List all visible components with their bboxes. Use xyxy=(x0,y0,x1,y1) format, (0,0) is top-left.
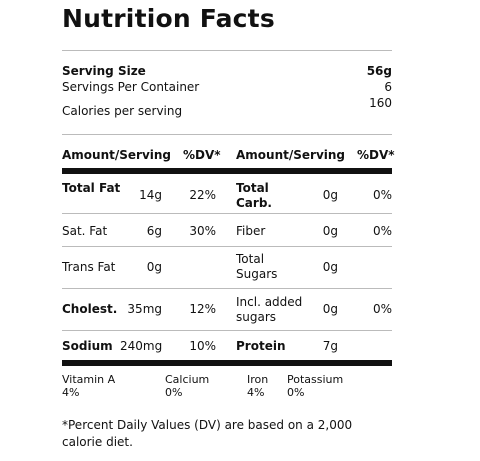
calcium-value: 0% xyxy=(165,386,183,399)
total-fat-label: Total Fat xyxy=(62,181,121,195)
total-carb-dv: 0% xyxy=(372,188,392,202)
row-divider xyxy=(62,246,392,247)
dv-header-left: %DV* xyxy=(183,148,221,162)
sodium-label: Sodium xyxy=(62,339,113,353)
trans-fat-label: Trans Fat xyxy=(62,260,116,274)
total-sugars-label: Total Sugars xyxy=(236,252,278,281)
trans-fat-amount: 0g xyxy=(146,260,162,274)
total-fat-dv: 22% xyxy=(189,188,216,202)
sat-fat-label: Sat. Fat xyxy=(62,224,108,238)
dv-footnote: *Percent Daily Values (DV) are based on … xyxy=(62,418,353,449)
calcium-name: Calcium xyxy=(165,373,210,386)
calories-label: Calories per serving xyxy=(62,104,183,118)
total-sugars-amount: 0g xyxy=(322,260,338,274)
sodium-dv: 10% xyxy=(189,339,216,353)
label-title: Nutrition Facts xyxy=(62,4,275,33)
serving-size-value: 56g xyxy=(366,64,392,78)
protein-amount: 7g xyxy=(322,339,338,353)
cholesterol-amount: 35mg xyxy=(127,302,162,316)
added-sugars-label: Incl. added sugars xyxy=(236,295,303,324)
header-thick-divider xyxy=(62,168,392,174)
cholesterol-label: Cholest. xyxy=(62,302,118,316)
fiber-amount: 0g xyxy=(322,224,338,238)
amount-header-left: Amount/Serving xyxy=(62,148,172,162)
servings-per-container-value: 6 xyxy=(384,80,392,94)
potassium-value: 0% xyxy=(287,386,305,399)
row-divider xyxy=(62,288,392,289)
iron-name: Iron xyxy=(247,373,269,386)
total-carb-label: Total Carb. xyxy=(236,181,272,210)
fiber-label: Fiber xyxy=(236,224,266,238)
iron-item: Iron 4% xyxy=(247,373,268,399)
protein-label: Protein xyxy=(236,339,286,353)
row-divider xyxy=(62,213,392,214)
calories-value: 160 xyxy=(369,96,392,110)
serving-size-label: Serving Size xyxy=(62,64,146,78)
vitamin-a-name: Vitamin A xyxy=(62,373,116,386)
vitamin-a-item: Vitamin A 4% xyxy=(62,373,115,399)
row-divider xyxy=(62,330,392,331)
amount-header-right: Amount/Serving xyxy=(236,148,346,162)
total-carb-amount: 0g xyxy=(322,188,338,202)
added-sugars-dv: 0% xyxy=(372,302,392,316)
dv-header-right: %DV* xyxy=(357,148,395,162)
vitamin-a-value: 4% xyxy=(62,386,80,399)
fiber-dv: 0% xyxy=(372,224,392,238)
potassium-item: Potassium 0% xyxy=(287,373,343,399)
total-fat-amount: 14g xyxy=(139,188,162,202)
sat-fat-amount: 6g xyxy=(146,224,162,238)
title-divider xyxy=(62,50,392,51)
nutrients-thick-divider xyxy=(62,360,392,366)
calcium-item: Calcium 0% xyxy=(165,373,209,399)
serving-divider xyxy=(62,134,392,135)
sodium-amount: 240mg xyxy=(120,339,163,353)
iron-value: 4% xyxy=(247,386,265,399)
servings-per-container-label: Servings Per Container xyxy=(62,80,200,94)
sat-fat-dv: 30% xyxy=(189,224,216,238)
potassium-name: Potassium xyxy=(287,373,344,386)
cholesterol-dv: 12% xyxy=(189,302,216,316)
added-sugars-amount: 0g xyxy=(322,302,338,316)
